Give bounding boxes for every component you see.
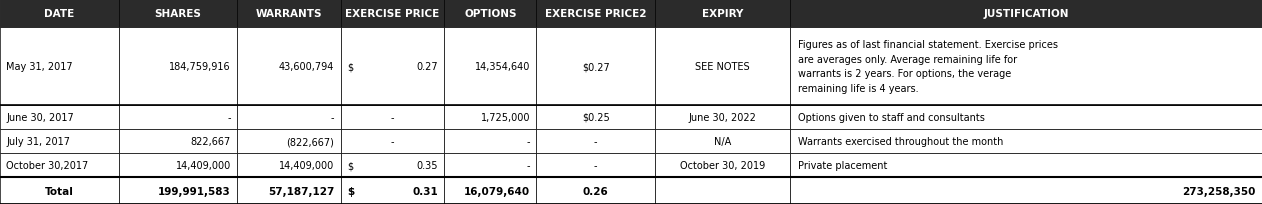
Bar — [536, 28, 655, 105]
Bar — [119, 28, 237, 105]
Text: October 30,2017: October 30,2017 — [6, 161, 88, 170]
Bar — [341, 105, 444, 129]
Text: 1,725,000: 1,725,000 — [481, 112, 530, 122]
Bar — [119, 153, 237, 177]
Text: $: $ — [347, 186, 355, 196]
Bar — [444, 129, 536, 153]
Text: DATE: DATE — [44, 9, 74, 19]
Text: 14,409,000: 14,409,000 — [279, 161, 334, 170]
Bar — [790, 28, 1262, 105]
Bar — [341, 28, 444, 105]
Bar — [655, 0, 790, 28]
Text: WARRANTS: WARRANTS — [256, 9, 322, 19]
Text: 0.35: 0.35 — [416, 161, 438, 170]
Text: -: - — [331, 112, 334, 122]
Text: 0.27: 0.27 — [416, 62, 438, 72]
Text: 184,759,916: 184,759,916 — [169, 62, 231, 72]
Text: 14,354,640: 14,354,640 — [475, 62, 530, 72]
Text: $: $ — [347, 161, 353, 170]
Bar — [119, 0, 237, 28]
Bar — [0, 28, 119, 105]
Bar — [536, 153, 655, 177]
Bar — [790, 105, 1262, 129]
Text: 14,409,000: 14,409,000 — [175, 161, 231, 170]
Bar — [341, 129, 444, 153]
Bar — [444, 0, 536, 28]
Text: EXERCISE PRICE2: EXERCISE PRICE2 — [545, 9, 646, 19]
Text: -: - — [594, 136, 597, 146]
Bar — [790, 153, 1262, 177]
Text: May 31, 2017: May 31, 2017 — [6, 62, 73, 72]
Text: 0.26: 0.26 — [583, 186, 608, 196]
Bar — [536, 129, 655, 153]
Bar — [341, 153, 444, 177]
Bar — [444, 105, 536, 129]
Text: October 30, 2019: October 30, 2019 — [680, 161, 765, 170]
Text: SHARES: SHARES — [154, 9, 202, 19]
Text: 822,667: 822,667 — [191, 136, 231, 146]
Text: $: $ — [347, 62, 353, 72]
Bar — [341, 177, 444, 204]
Text: 273,258,350: 273,258,350 — [1182, 186, 1256, 196]
Text: 43,600,794: 43,600,794 — [279, 62, 334, 72]
Text: $0.25: $0.25 — [582, 112, 610, 122]
Bar — [0, 129, 119, 153]
Text: -: - — [391, 136, 394, 146]
Bar — [790, 129, 1262, 153]
Text: OPTIONS: OPTIONS — [464, 9, 516, 19]
Bar — [119, 105, 237, 129]
Bar — [655, 28, 790, 105]
Text: -: - — [594, 161, 597, 170]
Bar — [237, 105, 341, 129]
Text: June 30, 2022: June 30, 2022 — [689, 112, 756, 122]
Bar — [790, 0, 1262, 28]
Bar — [237, 129, 341, 153]
Text: 57,187,127: 57,187,127 — [268, 186, 334, 196]
Bar — [655, 153, 790, 177]
Bar — [237, 153, 341, 177]
Bar — [119, 129, 237, 153]
Bar — [237, 0, 341, 28]
Text: July 31, 2017: July 31, 2017 — [6, 136, 71, 146]
Text: -: - — [526, 161, 530, 170]
Text: Warrants exercised throughout the month: Warrants exercised throughout the month — [798, 136, 1003, 146]
Text: -: - — [227, 112, 231, 122]
Bar — [237, 177, 341, 204]
Text: -: - — [391, 112, 394, 122]
Text: Total: Total — [45, 186, 73, 196]
Bar — [0, 0, 119, 28]
Text: (822,667): (822,667) — [286, 136, 334, 146]
Bar — [0, 153, 119, 177]
Text: Figures as of last financial statement. Exercise prices
are averages only. Avera: Figures as of last financial statement. … — [798, 40, 1058, 93]
Bar — [536, 0, 655, 28]
Text: Private placement: Private placement — [798, 161, 887, 170]
Bar — [536, 105, 655, 129]
Text: EXPIRY: EXPIRY — [702, 9, 743, 19]
Text: 0.31: 0.31 — [413, 186, 438, 196]
Bar — [444, 28, 536, 105]
Bar — [444, 177, 536, 204]
Text: 16,079,640: 16,079,640 — [464, 186, 530, 196]
Bar — [790, 177, 1262, 204]
Text: JUSTIFICATION: JUSTIFICATION — [983, 9, 1069, 19]
Bar — [536, 177, 655, 204]
Text: EXERCISE PRICE: EXERCISE PRICE — [346, 9, 439, 19]
Text: June 30, 2017: June 30, 2017 — [6, 112, 74, 122]
Text: N/A: N/A — [714, 136, 731, 146]
Bar — [0, 177, 119, 204]
Bar — [119, 177, 237, 204]
Text: $0.27: $0.27 — [582, 62, 610, 72]
Bar — [0, 105, 119, 129]
Text: SEE NOTES: SEE NOTES — [695, 62, 750, 72]
Bar — [237, 28, 341, 105]
Bar — [655, 129, 790, 153]
Bar — [444, 153, 536, 177]
Bar — [655, 177, 790, 204]
Text: 199,991,583: 199,991,583 — [158, 186, 231, 196]
Text: Options given to staff and consultants: Options given to staff and consultants — [798, 112, 984, 122]
Bar — [341, 0, 444, 28]
Bar — [655, 105, 790, 129]
Text: -: - — [526, 136, 530, 146]
